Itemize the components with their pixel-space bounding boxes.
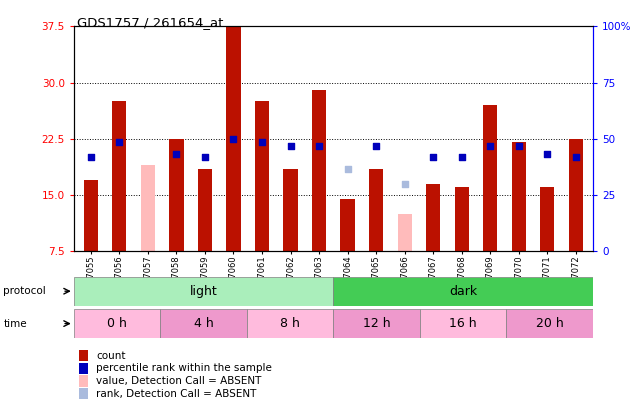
Text: dark: dark	[449, 285, 477, 298]
Bar	[141, 165, 155, 251]
Bar	[333, 277, 593, 306]
Point	[228, 135, 238, 142]
Point	[456, 154, 467, 161]
Text: 16 h: 16 h	[449, 317, 477, 330]
Bar	[397, 214, 412, 251]
Point	[86, 154, 96, 161]
Bar	[540, 188, 554, 251]
Text: light: light	[190, 285, 217, 298]
Bar	[198, 168, 212, 251]
Point	[257, 139, 267, 146]
Bar	[84, 180, 98, 251]
Text: 0 h: 0 h	[107, 317, 127, 330]
Text: protocol: protocol	[3, 286, 46, 296]
Bar	[283, 168, 297, 251]
Bar	[512, 143, 526, 251]
Bar	[369, 168, 383, 251]
Text: value, Detection Call = ABSENT: value, Detection Call = ABSENT	[96, 376, 262, 386]
Text: 8 h: 8 h	[280, 317, 300, 330]
Point	[570, 154, 581, 161]
Bar	[333, 309, 420, 338]
Bar	[74, 277, 333, 306]
Text: percentile rank within the sample: percentile rank within the sample	[96, 363, 272, 373]
Text: 12 h: 12 h	[363, 317, 390, 330]
Text: GDS1757 / 261654_at: GDS1757 / 261654_at	[77, 16, 223, 29]
Point	[371, 143, 381, 149]
Bar	[255, 101, 269, 251]
Point	[485, 143, 495, 149]
Bar	[247, 309, 333, 338]
Text: rank, Detection Call = ABSENT: rank, Detection Call = ABSENT	[96, 388, 256, 399]
Text: count: count	[96, 351, 126, 361]
Bar	[483, 105, 497, 251]
Bar	[169, 139, 183, 251]
Bar	[226, 26, 240, 251]
Bar	[569, 139, 583, 251]
Bar	[454, 188, 469, 251]
Bar	[112, 101, 126, 251]
Bar	[79, 350, 88, 361]
Point	[285, 143, 296, 149]
Bar	[74, 309, 160, 338]
Bar	[160, 309, 247, 338]
Bar	[506, 309, 593, 338]
Point	[542, 150, 553, 157]
Bar	[79, 375, 88, 387]
Bar	[426, 184, 440, 251]
Bar	[79, 362, 88, 374]
Point	[114, 139, 124, 146]
Bar	[340, 199, 354, 251]
Point	[314, 143, 324, 149]
Point	[342, 165, 353, 172]
Point	[428, 154, 438, 161]
Point	[399, 181, 410, 187]
Text: time: time	[3, 319, 27, 328]
Point	[171, 150, 181, 157]
Bar	[79, 388, 88, 399]
Point	[200, 154, 210, 161]
Text: 4 h: 4 h	[194, 317, 213, 330]
Bar	[312, 90, 326, 251]
Text: 20 h: 20 h	[536, 317, 563, 330]
Bar	[420, 309, 506, 338]
Point	[513, 143, 524, 149]
